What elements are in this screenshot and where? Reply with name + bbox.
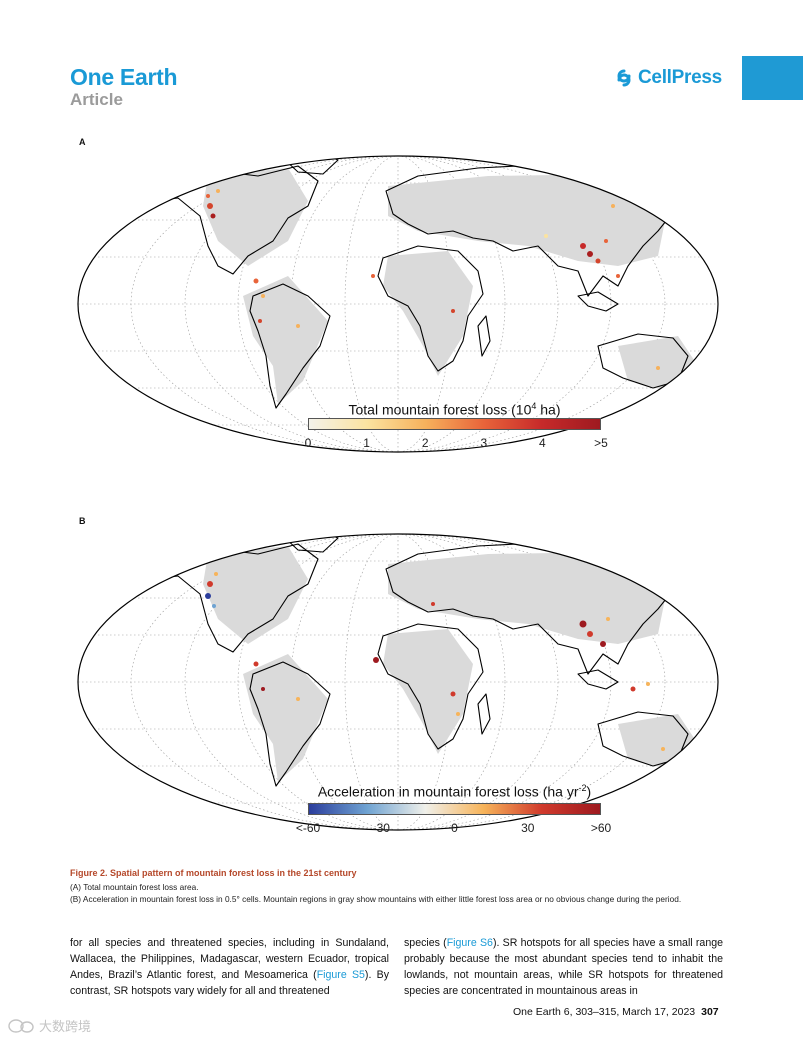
page-footer: One Earth 6, 303–315, March 17, 2023 307 [513,1006,719,1018]
map-panel-b [77,533,719,831]
panel-label-b: B [79,516,86,526]
colorbar-tick-label: >5 [594,436,608,450]
publisher-logo[interactable]: CellPress [614,66,722,90]
colorbar-a [308,418,601,430]
colorbar-tick-label: 2 [421,436,429,450]
colorbar-b-title: Acceleration in mountain forest loss (ha… [317,783,592,800]
journal-title: One Earth [70,64,178,90]
journal-color-tab [742,56,803,100]
colorbar-tick-label: 0 [451,821,458,835]
colorbar-tick-label: >60 [590,821,612,835]
citation: One Earth 6, 303–315, March 17, 2023 [513,1006,696,1018]
colorbar-tick-label: 4 [539,436,546,450]
colorbar-tick-label: <-60 [295,821,321,835]
watermark-text: 大数跨境 [39,1019,92,1034]
figure-caption-a: (A) Total mountain forest loss area. [70,882,199,892]
colorbar-tick-label: 1 [363,436,370,450]
figure-s5-link[interactable]: Figure S5 [316,969,365,981]
publisher-name: CellPress [638,67,722,88]
figure-caption-b: (B) Acceleration in mountain forest loss… [70,894,682,904]
body-column-left: for all species and threatened species, … [70,937,389,997]
colorbar-a-title: Total mountain forest loss (104 ha) [348,401,561,418]
colorbar-tick-label: 3 [480,436,488,450]
wechat-logo-icon [8,1018,34,1033]
colorbar-tick-label: 30 [521,821,535,835]
colorbar-b [308,803,601,815]
cellpress-logo-icon [617,69,631,87]
figure-s6-link[interactable]: Figure S6 [446,937,493,949]
colorbar-tick-label: -30 [372,821,390,835]
panel-label-a: A [79,137,86,147]
page-number: 307 [701,1006,719,1018]
article-type: Article [70,90,123,109]
colorbar-tick-label: 0 [304,436,312,450]
watermark: 大数跨境 [8,1016,91,1035]
map-panel-a [77,155,719,453]
figure-caption-title: Figure 2. Spatial pattern of mountain fo… [70,868,357,878]
body-column-right: species (Figure S6). SR hotspots for all… [404,937,723,997]
